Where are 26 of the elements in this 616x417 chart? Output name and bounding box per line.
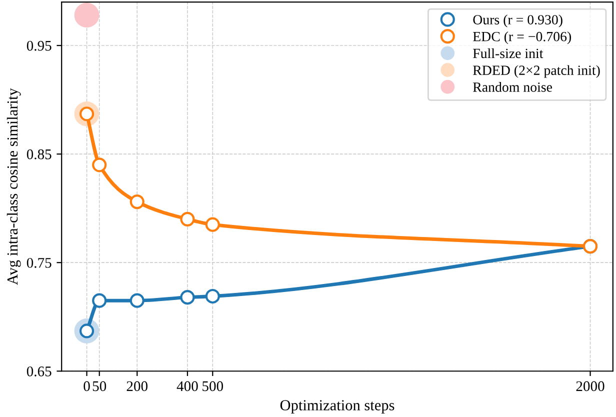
x-tick-label: 400	[176, 381, 198, 392]
point	[92, 158, 107, 172]
point	[180, 212, 195, 226]
point	[74, 2, 100, 28]
point	[205, 217, 220, 232]
legend-label: Ours (r = 0.930)	[473, 14, 562, 28]
x-tick-label: 200	[126, 381, 148, 392]
point	[205, 288, 220, 304]
x-tick-label: 50	[92, 381, 106, 392]
y-tick-label: 0.95	[26, 40, 52, 51]
y-axis-title: Avg intra-class cosine similarity	[6, 88, 21, 285]
y-tick-label: 0.75	[26, 258, 52, 268]
point	[180, 290, 195, 305]
legend-label: EDC (r = −0.706)	[473, 32, 571, 44]
legend-label: Full-size init	[473, 48, 544, 58]
x-axis-title: Optimization steps	[280, 400, 394, 414]
legend-label: Random noise	[473, 82, 552, 92]
point	[92, 293, 107, 308]
y-tick-label: 0.85	[26, 149, 52, 160]
x-tick-label: 500	[202, 381, 224, 392]
point	[130, 293, 144, 308]
x-tick-label: 2000	[576, 381, 604, 392]
x-tick-label: 0	[84, 381, 90, 392]
legend-label: RDED (2×2 patch init)	[473, 65, 600, 78]
y-tick-label: 0.65	[26, 366, 52, 376]
point	[130, 194, 144, 210]
